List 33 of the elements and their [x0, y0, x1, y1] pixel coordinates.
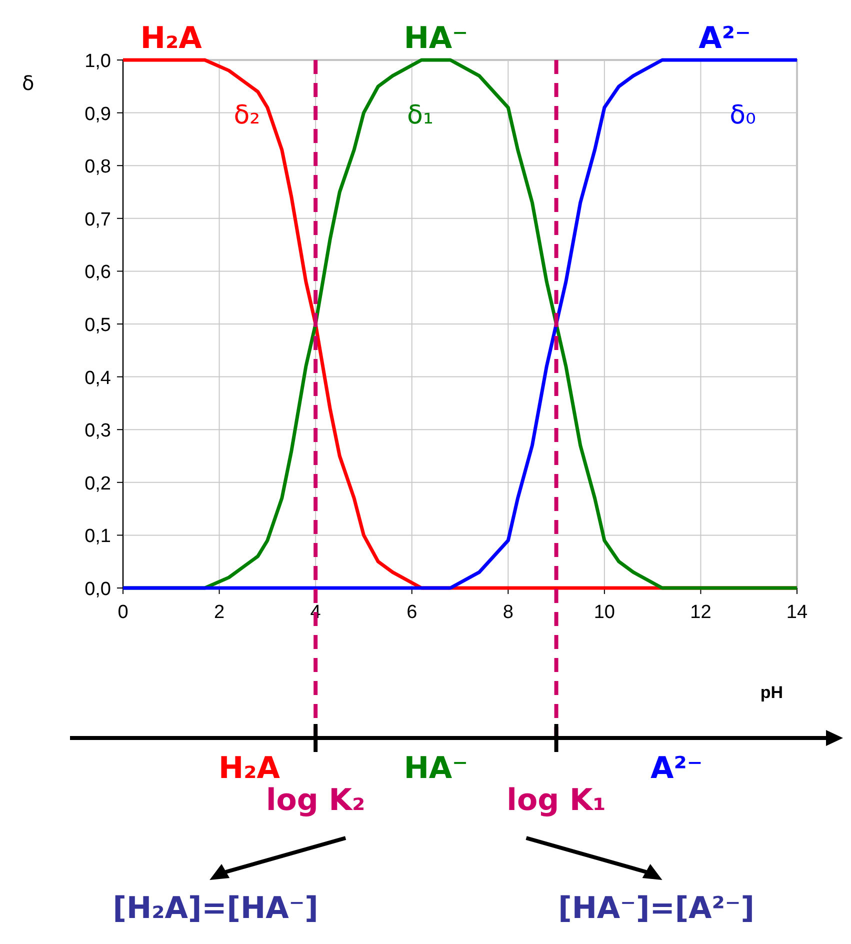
annotation: A²⁻ [698, 21, 751, 56]
x-tick-label: 10 [594, 602, 615, 623]
y-tick-label: 0,8 [84, 156, 111, 178]
text: [H₂A]=[HA⁻] [112, 891, 318, 926]
series-label: δ₂ [234, 100, 260, 130]
annotation: HA⁻ [404, 21, 468, 56]
y-tick-label: 0,1 [84, 526, 111, 548]
x-tick-label: 2 [214, 602, 225, 623]
ref-line-label: log K₁ [506, 783, 606, 818]
text: H₂A [218, 751, 281, 786]
y-tick-label: 0,7 [84, 209, 111, 230]
y-tick-label: 0,4 [84, 368, 112, 389]
text: HA⁻ [404, 751, 468, 786]
y-tick-label: 0,3 [84, 420, 111, 442]
y-tick-label: 0,5 [84, 315, 111, 336]
annotation: H₂A [140, 21, 203, 56]
x-tick-label: 0 [118, 602, 128, 623]
series-label: δ₀ [730, 100, 756, 130]
text: [HA⁻]=[A²⁻] [558, 891, 754, 926]
x-tick-label: 12 [690, 602, 712, 623]
x-tick-label: 14 [786, 602, 808, 623]
y-tick-label: 1,0 [84, 51, 111, 72]
y-tick-label: 0,2 [84, 473, 111, 494]
x-tick-label: 8 [502, 602, 514, 623]
ref-line-label: log K₂ [266, 783, 366, 818]
x-axis-title: pH [760, 683, 783, 702]
text: A²⁻ [650, 751, 703, 786]
y-tick-label: 0,0 [84, 579, 111, 600]
series-label: δ₁ [407, 100, 434, 130]
y-tick-label: 0,6 [84, 262, 111, 284]
y-axis-title: δ [22, 71, 34, 95]
y-tick-label: 0,9 [84, 104, 111, 125]
x-tick-label: 6 [406, 602, 418, 623]
